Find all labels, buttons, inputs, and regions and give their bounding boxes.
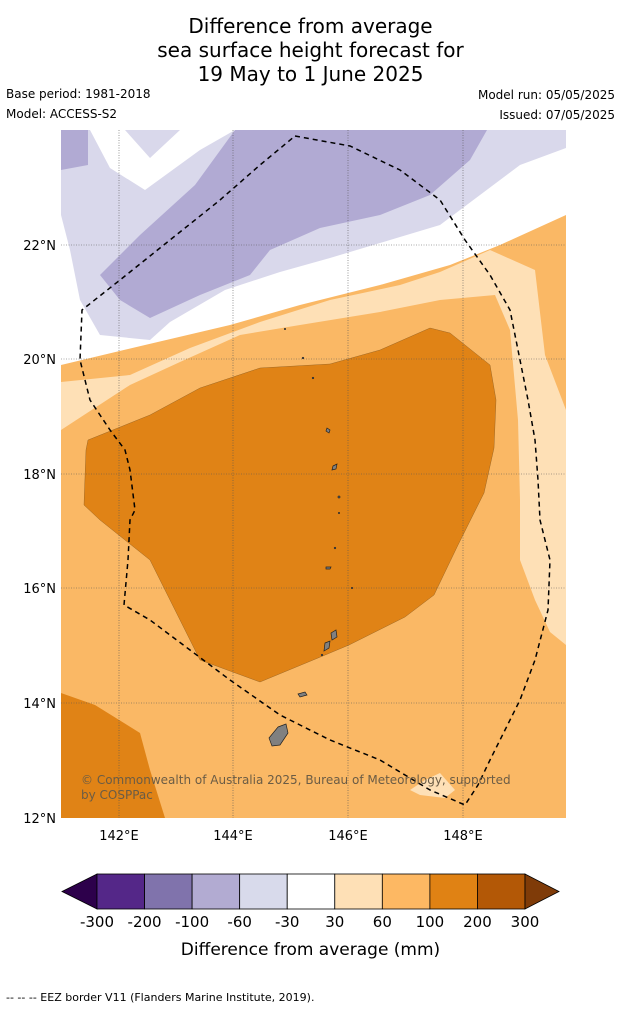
- small-island: [331, 463, 338, 471]
- colorbar-segments: [61, 873, 560, 910]
- colorbar-tick-label: 30: [325, 913, 344, 931]
- anomaly-100-200: [84, 328, 496, 682]
- anomaly-100-200-sw: [61, 693, 165, 818]
- small-island: [283, 327, 287, 331]
- latitude-labels: 22°N 20°N 18°N 16°N 14°N 12°N: [23, 239, 56, 827]
- small-island: [333, 546, 337, 550]
- anomaly-30-60-patch: [410, 773, 455, 798]
- forecast-map: © Commonwealth of Australia 2025, Bureau…: [23, 130, 566, 844]
- colorbar-tick-label: 200: [463, 913, 492, 931]
- base-period: Base period: 1981-2018: [6, 87, 151, 101]
- anomaly-neg-100-60-corner: [61, 130, 88, 170]
- colorbar-arrow-low: [61, 873, 98, 910]
- colorbar-arrow-high: [524, 873, 560, 910]
- eez-footnote: -- -- -- EEZ border V11 (Flanders Marine…: [6, 991, 315, 1004]
- model-run: Model run: 05/05/2025: [477, 88, 615, 102]
- lon-label: 144°E: [213, 829, 253, 844]
- lat-label: 20°N: [23, 353, 56, 368]
- colorbar-segment: [381, 873, 431, 910]
- colorbar-segment: [286, 873, 336, 910]
- colorbar-segment: [191, 873, 241, 910]
- colorbar-tick-label: 100: [416, 913, 445, 931]
- colorbar-tick-label: -100: [175, 913, 209, 931]
- colorbar-segment: [96, 873, 145, 910]
- title-line-2: sea surface height forecast for: [157, 38, 464, 62]
- lat-label: 14°N: [23, 697, 56, 712]
- lon-label: 148°E: [443, 829, 483, 844]
- chart-title: Difference from average sea surface heig…: [0, 14, 621, 86]
- guam-island: [268, 723, 289, 747]
- map-plot-area: © Commonwealth of Australia 2025, Bureau…: [61, 130, 566, 818]
- title-line-3: 19 May to 1 June 2025: [197, 62, 424, 86]
- colorbar-ticks: -300 -200 -100 -60 -30 30 60 100 200 300: [80, 913, 539, 931]
- model-name: Model: ACCESS-S2: [6, 107, 118, 121]
- lon-label: 142°E: [99, 829, 139, 844]
- small-island: [311, 376, 315, 380]
- small-island: [325, 427, 331, 434]
- tinian-island: [323, 640, 331, 652]
- colorbar-segment: [429, 873, 478, 910]
- colorbar-segment: [144, 873, 193, 910]
- colorbar-tick-label: -200: [128, 913, 162, 931]
- colorbar-tick-label: -30: [275, 913, 300, 931]
- saipan-island: [330, 629, 338, 641]
- lat-label: 16°N: [23, 582, 56, 597]
- anomaly-30-60: [61, 250, 566, 645]
- colorbar-tick-label: -60: [227, 913, 252, 931]
- anomaly-neutral-notch: [90, 130, 235, 190]
- anomaly-neg-100-60: [100, 130, 487, 318]
- small-island: [350, 586, 354, 590]
- small-island: [337, 495, 341, 499]
- colorbar-segment: [477, 873, 526, 910]
- lat-label: 22°N: [23, 239, 56, 254]
- colorbar: -300 -200 -100 -60 -30 30 60 100 200 300: [61, 873, 560, 931]
- small-island: [320, 653, 324, 657]
- colorbar-label: Difference from average (mm): [180, 940, 441, 960]
- contour-line: [83, 327, 497, 683]
- title-line-1: Difference from average: [188, 14, 433, 38]
- eez-border: [79, 135, 551, 806]
- islands: [268, 327, 354, 747]
- issued-date: Issued: 07/05/2025: [499, 108, 615, 122]
- colorbar-tick-label: 300: [511, 913, 540, 931]
- lat-label: 12°N: [23, 812, 56, 827]
- small-island: [337, 511, 341, 515]
- small-island: [325, 566, 332, 570]
- rota-island: [297, 691, 308, 698]
- longitude-labels: 142°E 144°E 146°E 148°E: [99, 829, 483, 844]
- colorbar-segment: [239, 873, 288, 910]
- copyright-line-2: by COSPPac: [81, 788, 153, 802]
- lat-label: 18°N: [23, 468, 56, 483]
- copyright-line-1: © Commonwealth of Australia 2025, Bureau…: [81, 773, 511, 787]
- colorbar-tick-label: 60: [373, 913, 392, 931]
- colorbar-segment: [334, 873, 383, 910]
- gridlines: [61, 130, 566, 818]
- colorbar-tick-label: -300: [80, 913, 114, 931]
- small-island: [301, 356, 305, 360]
- lon-label: 146°E: [328, 829, 368, 844]
